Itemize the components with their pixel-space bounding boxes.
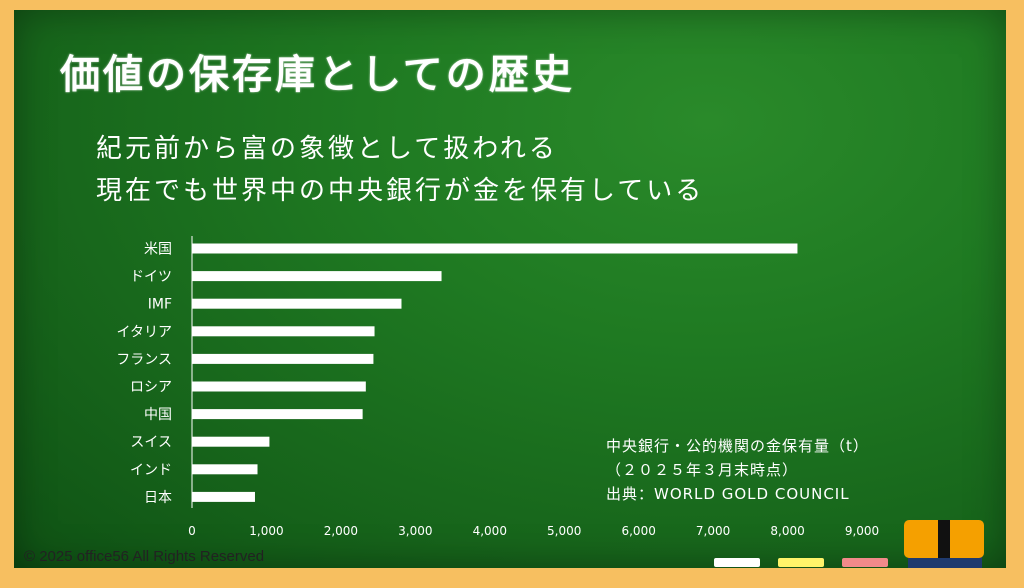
- x-tick-label: 9,000: [845, 524, 879, 538]
- category-label: イタリア: [117, 324, 172, 340]
- bar: [192, 409, 363, 420]
- chart-caption-unit: 中央銀行・公的機関の金保有量（t）: [606, 437, 869, 455]
- copyright-notice: © 2025 office56 All Rights Reserved: [24, 548, 265, 565]
- yellow-chalk-icon: [778, 558, 824, 567]
- category-label: インド: [130, 462, 172, 478]
- chart-caption-source: 出典：WORLD GOLD COUNCIL: [606, 485, 850, 503]
- category-label: 日本: [144, 490, 172, 506]
- x-tick-label: 3,000: [398, 524, 432, 538]
- x-tick-label: 6,000: [621, 524, 655, 538]
- eraser-icon: [904, 520, 984, 558]
- category-label: ロシア: [130, 380, 172, 396]
- red-chalk-icon: [842, 558, 888, 567]
- x-tick-label: 2,000: [324, 524, 358, 538]
- bar: [192, 326, 375, 337]
- bar: [192, 298, 402, 309]
- white-chalk-icon: [714, 558, 760, 567]
- bar: [192, 243, 798, 254]
- chalkboard: [14, 10, 1006, 568]
- bar: [192, 353, 374, 364]
- x-tick-label: 1,000: [249, 524, 283, 538]
- bar: [192, 271, 442, 282]
- category-label: 米国: [144, 242, 172, 258]
- chart-caption-date: （２０２５年３月末時点）: [606, 461, 799, 479]
- subtitle-line-2: 現在でも世界中の中央銀行が金を保有している: [96, 176, 705, 206]
- eraser-strip: [938, 520, 950, 558]
- x-tick-label: 7,000: [696, 524, 730, 538]
- eraser-base: [908, 556, 982, 568]
- x-tick-label: 4,000: [473, 524, 507, 538]
- category-label: スイス: [130, 435, 172, 451]
- page-title: 価値の保存庫としての歴史: [60, 52, 575, 98]
- x-tick-label: 0: [188, 524, 196, 538]
- x-tick-label: 8,000: [770, 524, 804, 538]
- bar: [192, 436, 270, 447]
- category-label: 中国: [144, 407, 172, 423]
- x-tick-label: 5,000: [547, 524, 581, 538]
- category-label: ドイツ: [130, 269, 172, 285]
- bar: [192, 491, 255, 502]
- bar: [192, 381, 366, 392]
- category-label: IMF: [148, 297, 172, 313]
- bar: [192, 464, 258, 475]
- subtitle-line-1: 紀元前から富の象徴として扱われる: [96, 134, 558, 164]
- category-label: フランス: [116, 352, 172, 368]
